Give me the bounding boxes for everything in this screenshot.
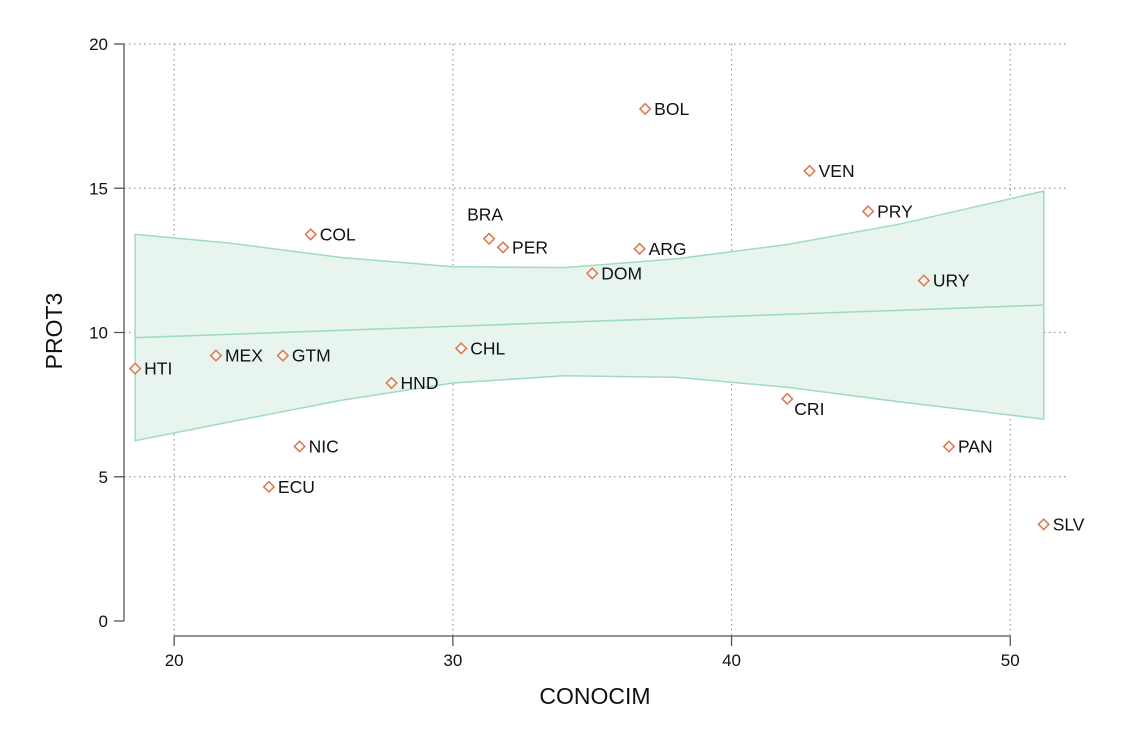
ci-band-area <box>134 190 1045 442</box>
x-tick-label: 40 <box>722 651 741 670</box>
y-tick-label: 0 <box>99 612 108 631</box>
point-label-nic: NIC <box>309 436 339 456</box>
y-tick-label: 15 <box>89 179 108 198</box>
point-label-mex: MEX <box>225 346 263 366</box>
x-tick-label: 20 <box>165 651 184 670</box>
x-tick-label: 50 <box>1001 651 1020 670</box>
point-label-ury: URY <box>933 271 970 291</box>
point-label-gtm: GTM <box>292 346 331 366</box>
data-point-bra <box>482 232 496 246</box>
point-label-bol: BOL <box>654 99 689 119</box>
data-point-ury <box>917 274 931 287</box>
data-point-arg <box>633 242 646 256</box>
data-point-per <box>496 241 510 254</box>
y-tick-label: 5 <box>99 468 108 487</box>
data-point-ecu <box>262 480 276 494</box>
data-point-col <box>304 228 318 241</box>
data-point-gtm <box>276 349 290 362</box>
point-label-col: COL <box>320 224 356 244</box>
fit-line <box>135 304 1044 339</box>
confidence-band <box>134 190 1045 442</box>
data-point-pan <box>942 440 956 453</box>
point-label-per: PER <box>512 237 548 257</box>
point-label-hti: HTI <box>144 359 172 379</box>
data-point-cri <box>780 392 794 406</box>
x-axis-title: CONOCIM <box>539 683 650 709</box>
point-label-arg: ARG <box>649 239 687 259</box>
data-point-dom <box>585 267 599 280</box>
point-label-slv: SLV <box>1053 514 1085 534</box>
data-point-nic <box>293 440 306 453</box>
point-label-ven: VEN <box>819 161 855 181</box>
data-point-bol <box>638 102 652 116</box>
y-axis-title: PROT3 <box>41 293 67 370</box>
point-label-dom: DOM <box>601 263 642 283</box>
point-label-bra: BRA <box>467 205 503 225</box>
data-point-hti <box>128 362 142 375</box>
data-points: HTI MEX GTM COL NIC ECU HND CHL BRA PER DOM ARG BOL C… <box>128 99 1085 534</box>
point-label-ecu: ECU <box>278 477 315 497</box>
y-tick-label: 20 <box>89 35 108 54</box>
data-point-mex <box>209 349 223 362</box>
data-point-ven <box>803 164 816 178</box>
data-point-pry <box>861 204 875 218</box>
x-tick-label: 30 <box>443 651 462 670</box>
point-label-pry: PRY <box>877 201 913 221</box>
data-point-chl <box>454 342 468 355</box>
point-label-cri: CRI <box>794 399 824 419</box>
y-tick-label: 10 <box>89 324 108 343</box>
data-point-slv <box>1037 518 1051 531</box>
data-point-hnd <box>385 376 398 390</box>
point-label-pan: PAN <box>958 436 993 456</box>
axes: 0 5 10 15 20 20 30 40 50 <box>89 35 1020 670</box>
point-label-hnd: HND <box>401 373 439 393</box>
point-label-chl: CHL <box>470 338 505 358</box>
